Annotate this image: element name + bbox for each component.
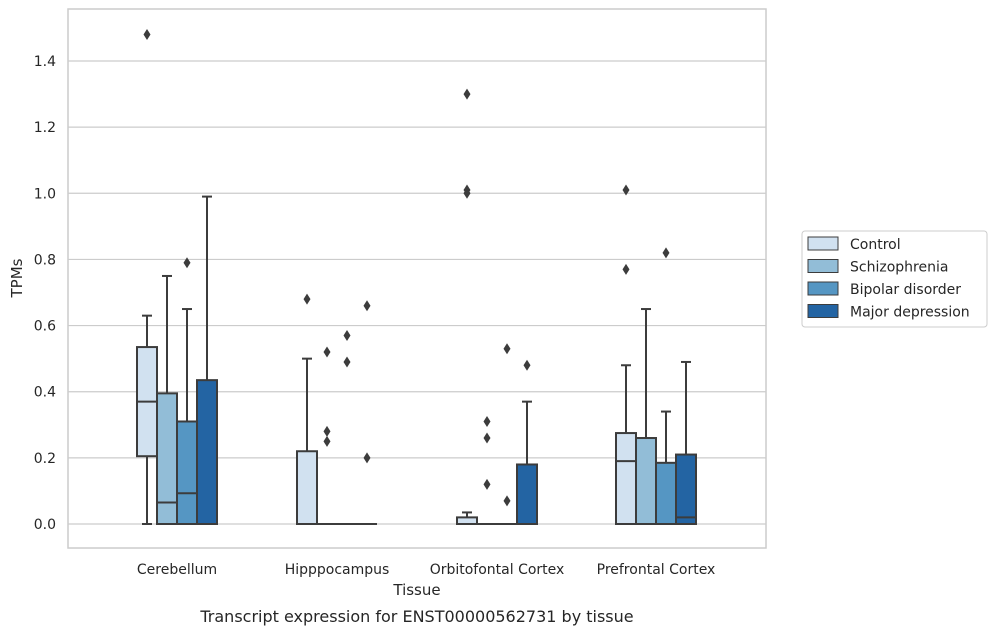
box-body bbox=[635, 437, 657, 525]
x-axis-label: Tissue bbox=[392, 581, 440, 599]
outlier-point bbox=[483, 432, 491, 444]
outliers bbox=[143, 29, 670, 507]
outlier-point bbox=[363, 452, 371, 464]
x-tick-label: Hipppocampus bbox=[285, 562, 390, 578]
box-control bbox=[456, 511, 478, 526]
box-major-depression bbox=[516, 400, 538, 526]
y-tick-label: 1.0 bbox=[34, 186, 56, 202]
box-schizophrenia bbox=[156, 274, 178, 525]
y-tick-label: 1.2 bbox=[34, 120, 56, 136]
outlier-point bbox=[483, 415, 491, 427]
legend-swatch bbox=[807, 304, 839, 318]
box-body bbox=[655, 461, 677, 526]
outlier-point bbox=[183, 257, 191, 269]
legend-frame bbox=[801, 230, 988, 328]
outlier-point bbox=[523, 359, 531, 371]
chart-caption: Transcript expression for ENST0000056273… bbox=[199, 607, 633, 626]
box-body bbox=[675, 453, 697, 525]
y-tick-label: 0.4 bbox=[34, 385, 56, 401]
box-control bbox=[296, 357, 318, 525]
legend-swatch bbox=[807, 236, 839, 251]
y-tick-label: 1.4 bbox=[34, 54, 56, 70]
outlier-point bbox=[303, 293, 311, 305]
box-major-depression bbox=[675, 360, 697, 525]
box-control bbox=[136, 314, 158, 525]
outlier-point bbox=[323, 435, 331, 447]
box-body bbox=[296, 450, 318, 525]
outlier-point bbox=[463, 88, 471, 100]
x-tick-labels: Cerebellum Hipppocampus Orbitofontal Corte… bbox=[137, 562, 715, 578]
box-control bbox=[615, 364, 637, 525]
legend-swatch bbox=[807, 259, 839, 273]
y-tick-label: 0.2 bbox=[34, 451, 56, 467]
outlier-point bbox=[622, 263, 630, 275]
outlier-point bbox=[143, 29, 151, 41]
outlier-point bbox=[343, 329, 351, 341]
y-tick-label: 0.0 bbox=[34, 517, 56, 533]
outlier-point bbox=[662, 247, 670, 259]
box-body bbox=[516, 463, 538, 526]
outlier-point bbox=[622, 184, 630, 196]
y-axis-label: TPMs bbox=[8, 258, 26, 298]
outlier-point bbox=[503, 343, 511, 355]
boxes bbox=[136, 195, 697, 526]
outlier-point bbox=[483, 478, 491, 490]
outlier-point bbox=[343, 356, 351, 368]
y-tick-labels: 0.0 0.2 0.4 0.6 0.8 1.0 1.2 1.4 bbox=[34, 54, 56, 533]
box-body bbox=[615, 432, 637, 525]
outlier-point bbox=[323, 346, 331, 358]
legend: Control Schizophrenia Bipolar disorder Majo… bbox=[801, 230, 988, 328]
plot-frame bbox=[67, 8, 767, 549]
outlier-point bbox=[503, 495, 511, 507]
outlier-point bbox=[363, 300, 371, 312]
y-tick-label: 0.8 bbox=[34, 252, 56, 268]
box-major-depression bbox=[196, 195, 218, 525]
outlier-point bbox=[323, 425, 331, 437]
outlier-point bbox=[463, 184, 471, 196]
legend-label: Bipolar disorder bbox=[850, 282, 961, 298]
x-tick-label: Prefrontal Cortex bbox=[597, 562, 716, 578]
box-schizophrenia bbox=[635, 308, 657, 525]
legend-label: Major depression bbox=[850, 305, 970, 321]
x-tick-label: Cerebellum bbox=[137, 562, 217, 578]
box-body bbox=[176, 420, 198, 526]
x-tick-label: Orbitofontal Cortex bbox=[430, 562, 565, 578]
y-tick-label: 0.6 bbox=[34, 319, 56, 335]
box-body bbox=[196, 379, 218, 525]
box-body bbox=[156, 392, 178, 525]
legend-label: Schizophrenia bbox=[850, 260, 948, 276]
legend-label: Control bbox=[850, 237, 901, 253]
legend-swatch bbox=[807, 281, 839, 296]
